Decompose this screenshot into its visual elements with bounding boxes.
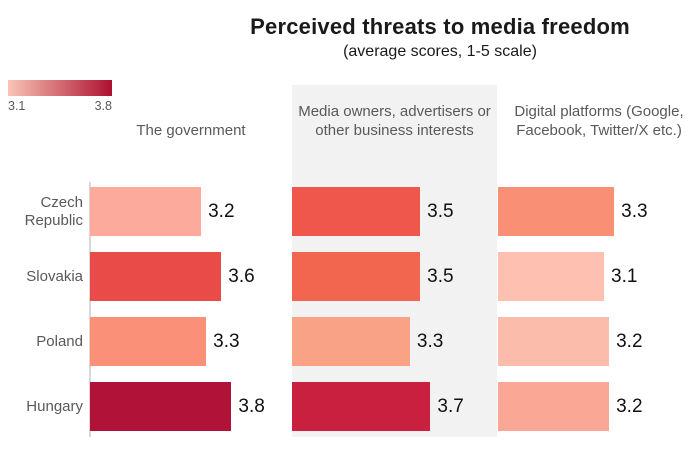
bar-value-label: 3.3 bbox=[416, 330, 444, 352]
bar-value-label: 3.3 bbox=[621, 200, 648, 222]
bar-value-label: 3.3 bbox=[213, 330, 240, 352]
bar-value-label: 3.6 bbox=[228, 265, 255, 287]
government-column-axis-line bbox=[89, 182, 91, 437]
bar-row-digital-platforms-czech: 3.3 bbox=[498, 187, 700, 236]
bar-value-label: 3.2 bbox=[208, 200, 235, 222]
chart-title: Perceived threats to media freedom bbox=[250, 14, 630, 39]
bar-value-label: 3.2 bbox=[616, 330, 643, 352]
bar-row-government-czech: 3.2 bbox=[90, 187, 292, 236]
bar bbox=[498, 317, 610, 366]
bar-value-label: 3.2 bbox=[616, 395, 643, 417]
bar bbox=[90, 187, 202, 236]
bar bbox=[292, 317, 410, 366]
row-label-poland: Poland bbox=[36, 332, 83, 350]
bar-row-government-slovakia: 3.6 bbox=[90, 252, 292, 301]
bar-row-media-owners-poland: 3.3 bbox=[292, 317, 497, 366]
bar bbox=[292, 252, 421, 301]
legend-labels: 3.1 3.8 bbox=[8, 99, 112, 113]
bar bbox=[292, 187, 421, 236]
row-label-hungary: Hungary bbox=[26, 397, 83, 415]
bar-row-government-poland: 3.3 bbox=[90, 317, 292, 366]
bar-value-label: 3.8 bbox=[238, 395, 265, 417]
legend-max-label: 3.8 bbox=[94, 99, 112, 113]
bar bbox=[498, 252, 605, 301]
column-header-media-owners: Media owners, advertisers or other busin… bbox=[298, 103, 491, 139]
bar-row-media-owners-czech: 3.5 bbox=[292, 187, 497, 236]
bar-row-media-owners-hungary: 3.7 bbox=[292, 382, 497, 431]
column-header-digital-platforms: Digital platforms (Google, Facebook, Twi… bbox=[514, 103, 684, 139]
bar-row-digital-platforms-hungary: 3.2 bbox=[498, 382, 700, 431]
bar-row-digital-platforms-slovakia: 3.1 bbox=[498, 252, 700, 301]
legend-min-label: 3.1 bbox=[8, 99, 26, 113]
bar bbox=[90, 252, 222, 301]
bar-row-digital-platforms-poland: 3.2 bbox=[498, 317, 700, 366]
color-legend: 3.1 3.8 bbox=[8, 80, 112, 113]
bar-value-label: 3.7 bbox=[437, 395, 464, 417]
row-label-slovakia: Slovakia bbox=[26, 267, 83, 285]
bar-value-label: 3.1 bbox=[611, 265, 638, 287]
bar bbox=[90, 317, 207, 366]
bar-value-label: 3.5 bbox=[427, 200, 454, 222]
bar bbox=[292, 382, 431, 431]
chart-subtitle: (average scores, 1-5 scale) bbox=[343, 43, 537, 60]
bar bbox=[90, 382, 232, 431]
column-header-government: The government bbox=[136, 122, 246, 139]
bar bbox=[498, 382, 610, 431]
row-label-czech-republic: Czech Republic bbox=[24, 193, 83, 229]
bar-row-media-owners-slovakia: 3.5 bbox=[292, 252, 497, 301]
legend-gradient-bar bbox=[8, 80, 112, 96]
bar bbox=[498, 187, 615, 236]
bar-row-government-hungary: 3.8 bbox=[90, 382, 292, 431]
bar-value-label: 3.5 bbox=[427, 265, 454, 287]
